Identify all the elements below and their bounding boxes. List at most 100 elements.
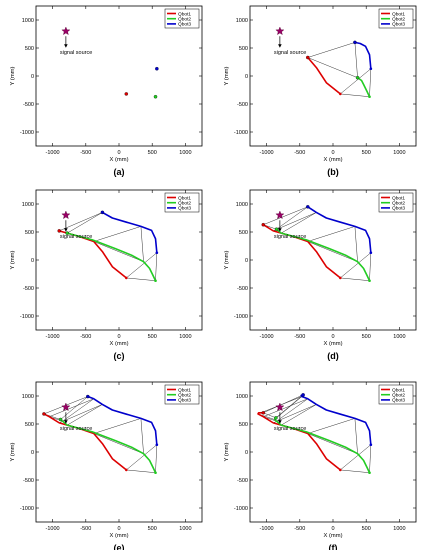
robot-qbot1 (261, 222, 266, 227)
x-tick-label: 1000 (393, 334, 405, 340)
formation-link (125, 444, 158, 473)
x-axis-label: X (mm) (324, 157, 343, 163)
panel-2: -1000 -1000 -500 -500 0 0 500 500 1000 1000 X (mm)… (10, 189, 203, 361)
x-tick-label: -500 (294, 526, 305, 532)
robot-qbot3 (155, 66, 159, 71)
formation-link (262, 394, 304, 419)
x-tick-label: 500 (148, 526, 157, 532)
start-point (339, 92, 342, 96)
legend-label: Qbot2 (178, 393, 191, 399)
start-point (154, 279, 157, 283)
source-arrow-head (64, 44, 68, 48)
trajectory-qbot2 (273, 417, 371, 474)
start-point (154, 471, 157, 475)
robot-qbot2 (153, 94, 158, 99)
y-tick-label: -500 (23, 478, 34, 484)
legend-label: Qbot1 (178, 11, 191, 17)
y-tick-label: 0 (245, 74, 248, 80)
panel-caption: (d) (327, 351, 339, 361)
formation-link (339, 252, 372, 281)
signal-source-star (275, 210, 285, 220)
legend-label: Qbot1 (392, 387, 405, 393)
x-tick-label: 500 (148, 334, 157, 340)
formation-link (93, 418, 144, 455)
formation-link (48, 398, 94, 422)
y-tick-label: 1000 (236, 394, 248, 400)
y-tick-label: -500 (23, 286, 34, 292)
panel-1: -1000 -1000 -500 -500 0 0 500 500 1000 1000 X (mm)… (224, 5, 417, 177)
plot-area (249, 381, 417, 523)
formation-link (307, 226, 358, 263)
panel-5: -1000 -1000 -500 -500 0 0 500 500 1000 1000 X (mm)… (224, 381, 417, 550)
trajectory-qbot2 (276, 228, 371, 282)
x-tick-label: 0 (117, 334, 120, 340)
x-axis-label: X (mm) (110, 157, 129, 163)
legend-label: Qbot1 (178, 387, 191, 393)
y-tick-label: 500 (25, 230, 34, 236)
legend-label: Qbot3 (178, 398, 191, 404)
trajectory-qbot2 (60, 418, 157, 474)
legend-label: Qbot3 (178, 206, 191, 212)
x-tick-label: 500 (362, 150, 371, 156)
y-axis-label: Y (mm) (10, 66, 16, 85)
trajectory-qbot1 (262, 224, 341, 279)
robot-qbot1 (57, 229, 61, 233)
robot-qbot3 (353, 40, 357, 45)
x-tick-label: -500 (80, 150, 91, 156)
start-point (339, 468, 342, 472)
panel-caption: (c) (114, 351, 125, 361)
robot-qbot1 (306, 55, 310, 60)
start-point (339, 276, 342, 280)
source-arrow-head (278, 420, 282, 424)
y-tick-label: -500 (237, 102, 248, 108)
signal-source-star (275, 26, 285, 36)
trajectory-qbot3 (102, 211, 158, 253)
panel-caption: (f) (329, 543, 338, 550)
x-tick-label: -1000 (260, 526, 274, 532)
start-point (369, 67, 373, 71)
legend-label: Qbot2 (178, 17, 191, 23)
plot-area (35, 381, 203, 523)
panel-caption: (a) (114, 167, 125, 177)
x-tick-label: 1000 (393, 150, 405, 156)
plot-area (35, 189, 203, 331)
y-tick-label: -1000 (234, 506, 248, 512)
y-axis-label: Y (mm) (224, 442, 230, 461)
y-tick-label: 0 (31, 450, 34, 456)
legend-label: Qbot3 (178, 22, 191, 28)
y-tick-label: -500 (237, 478, 248, 484)
robot-qbot2 (65, 231, 69, 235)
y-tick-label: 500 (239, 230, 248, 236)
signal-source-star (61, 402, 71, 412)
x-tick-label: 0 (117, 526, 120, 532)
y-tick-label: -1000 (20, 314, 34, 320)
x-tick-label: 1000 (179, 334, 191, 340)
robot-qbot3 (306, 205, 310, 209)
y-tick-label: -1000 (234, 314, 248, 320)
robot-qbot1 (261, 411, 266, 415)
robot-qbot2 (58, 417, 63, 422)
robot-qbot1 (42, 412, 46, 416)
panel-caption: (b) (327, 167, 339, 177)
x-axis-label: X (mm) (324, 341, 343, 347)
y-axis-label: Y (mm) (224, 66, 230, 85)
y-tick-label: -1000 (20, 130, 34, 136)
y-tick-label: 500 (239, 46, 248, 52)
robot-qbot3 (100, 210, 105, 215)
formation-link (262, 206, 308, 230)
start-point (155, 251, 159, 255)
legend-label: Qbot1 (392, 11, 405, 17)
y-axis-label: Y (mm) (10, 442, 16, 461)
x-tick-label: 0 (331, 150, 334, 156)
signal-source-label: signal source (274, 234, 306, 240)
y-tick-label: 0 (31, 74, 34, 80)
legend-label: Qbot3 (392, 398, 405, 404)
start-point (368, 279, 371, 283)
legend-label: Qbot3 (392, 206, 405, 212)
x-tick-label: 1000 (179, 150, 191, 156)
y-tick-label: -500 (23, 102, 34, 108)
y-tick-label: 0 (245, 450, 248, 456)
x-tick-label: -500 (294, 150, 305, 156)
y-tick-label: 1000 (22, 394, 34, 400)
x-axis-label: X (mm) (110, 533, 129, 539)
